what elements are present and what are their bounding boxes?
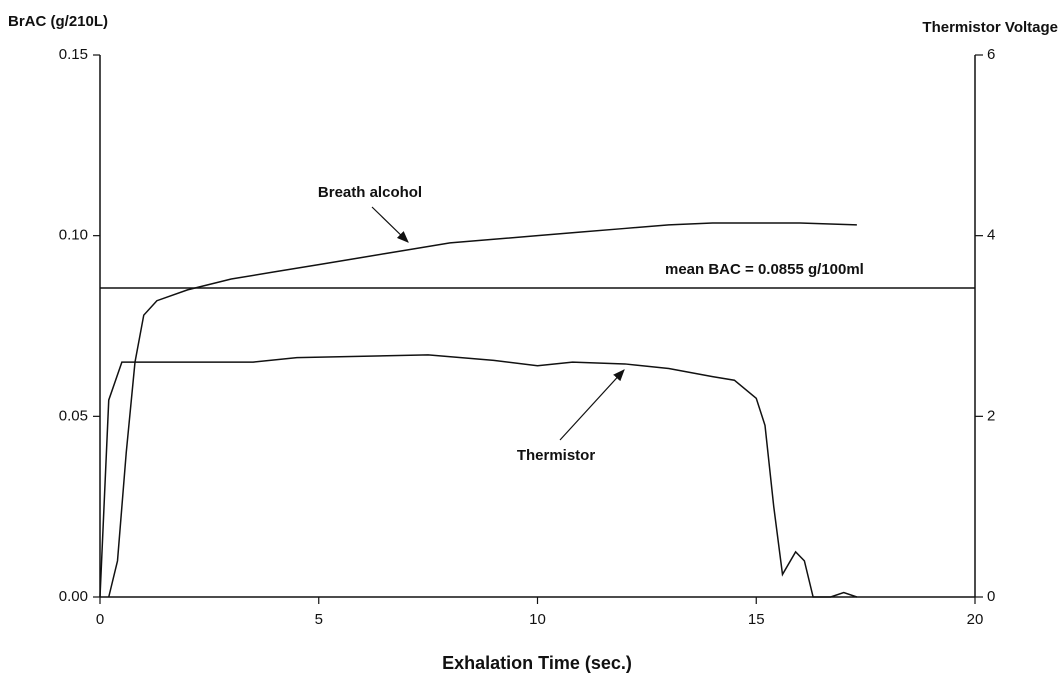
mean-label: mean BAC = 0.0855 g/100ml — [665, 261, 864, 278]
annotation: Thermistor — [517, 447, 596, 464]
y2-tick-label: 0 — [987, 588, 995, 605]
y-tick-label: 0.00 — [59, 588, 88, 605]
annotation: Breath alcohol — [318, 184, 422, 201]
annotation-arrow — [559, 369, 625, 441]
y-tick-label: 0.10 — [59, 227, 88, 244]
x-axis-title: Exhalation Time (sec.) — [442, 653, 632, 673]
annotation-arrow — [371, 206, 409, 243]
x-tick-label: 0 — [96, 611, 104, 628]
line-series — [108, 222, 857, 598]
y2-tick-label: 2 — [987, 407, 995, 424]
y2-axis-title: Thermistor Voltage — [922, 19, 1058, 36]
y-axis-title: BrAC (g/210L) — [8, 13, 108, 30]
y-tick-label: 0.15 — [59, 46, 88, 63]
y-tick-label: 0.05 — [59, 407, 88, 424]
x-tick-label: 15 — [748, 611, 765, 628]
y2-tick-label: 4 — [987, 227, 995, 244]
y2-tick-label: 6 — [987, 46, 995, 63]
x-tick-label: 10 — [529, 611, 546, 628]
line-series — [99, 354, 858, 598]
x-tick-label: 20 — [967, 611, 984, 628]
x-tick-label: 5 — [315, 611, 323, 628]
